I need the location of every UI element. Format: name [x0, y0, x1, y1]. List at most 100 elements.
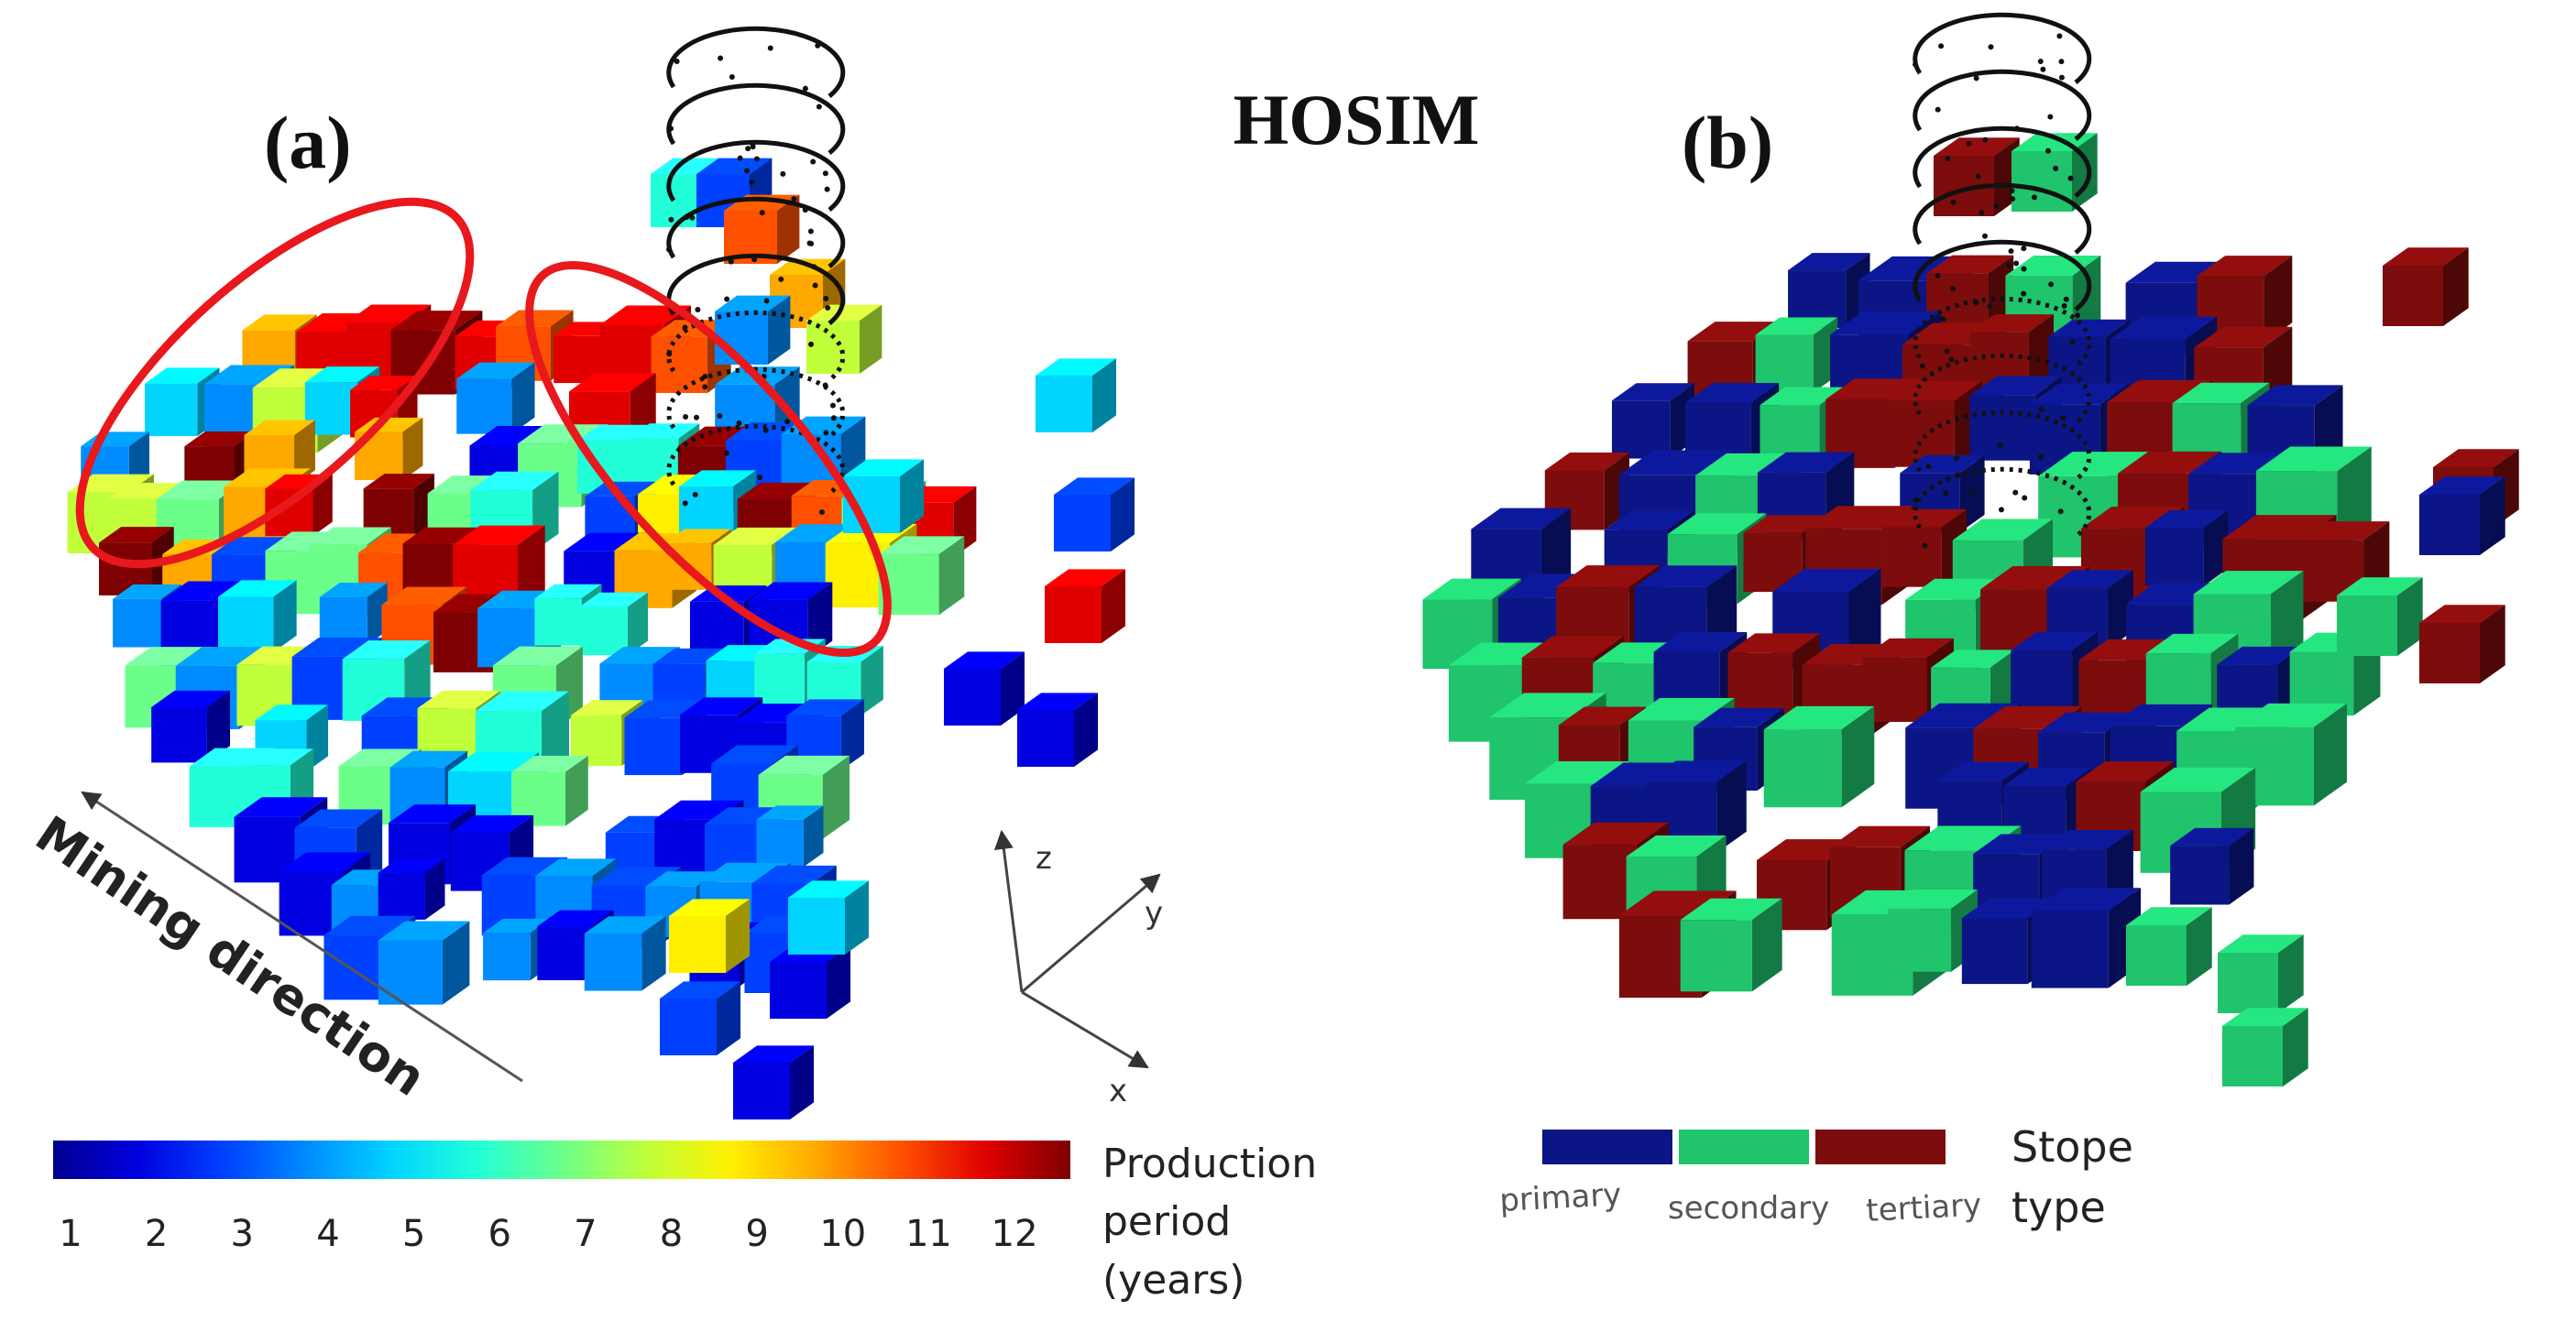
stope-block-98	[2031, 888, 2142, 988]
ramp-a-dot	[818, 508, 825, 515]
ramp-a-dot	[807, 228, 814, 235]
production-block-61	[319, 583, 388, 645]
stope-type-legend: primary secondary tertiary Stope type	[1498, 1122, 2133, 1232]
ramp-b-dot	[1973, 75, 1979, 82]
ramp-b-loop	[1913, 182, 2092, 255]
mining-direction-arrow	[81, 791, 523, 1083]
legend-label-tertiary: tertiary	[1865, 1186, 1982, 1229]
ramp-a-dot	[823, 430, 829, 436]
ramp-a-dot	[666, 246, 673, 253]
z-axis-line	[993, 829, 1024, 993]
ramp-a-dot	[682, 324, 688, 331]
production-block-119	[584, 916, 666, 991]
ramp-a-dot	[759, 210, 765, 216]
ramp-b-dot	[1988, 44, 1994, 50]
colorbar-tick-label: 7	[574, 1213, 597, 1255]
production-block-132	[843, 459, 925, 533]
ramp-a-dot	[825, 305, 831, 311]
ramp-b-dot	[2038, 406, 2044, 412]
production-block-123	[1054, 477, 1135, 551]
ramp-a-dot	[694, 414, 700, 420]
production-block-32	[265, 474, 333, 537]
ramp-a-dot	[736, 420, 742, 426]
ramp-b-dot	[2013, 260, 2020, 267]
ramp-a-loop	[666, 310, 846, 382]
ramp-b-dot	[2045, 147, 2052, 154]
panel-b: (b) primary secondary tertiary Stope typ…	[1422, 12, 2519, 1232]
legend-title-line-1: Stope	[2011, 1122, 2133, 1172]
z-axis-label: z	[1036, 840, 1052, 877]
ramp-a-dot	[724, 296, 730, 302]
ramp-b-loop	[1913, 409, 2092, 482]
ramp-b-dot	[2040, 66, 2046, 72]
production-block-108	[378, 858, 445, 920]
production-block-131	[788, 880, 870, 955]
ramp-b-dot	[2013, 126, 2020, 132]
ramp-a-dot	[830, 415, 837, 421]
ramp-a-dot	[824, 186, 830, 192]
ramp-a-dot	[784, 419, 791, 425]
stope-block-105	[2419, 605, 2505, 683]
production-block-138	[715, 295, 791, 365]
ramp-b-dot	[1950, 199, 1957, 205]
ramp-b-dot	[1944, 348, 1950, 355]
stope-block-77	[2235, 703, 2347, 806]
ramp-a-dot	[757, 474, 763, 480]
figure-title: HOSIM	[1233, 80, 1480, 159]
stope-block-60	[1862, 638, 1954, 723]
ramp-b-dot	[1935, 106, 1941, 113]
stope-block-107	[2222, 1008, 2308, 1086]
stope-block-41	[2144, 509, 2229, 586]
ramp-a-dot	[753, 156, 760, 162]
ramp-b-dot	[2074, 312, 2080, 319]
ramp-b-dot	[2061, 302, 2067, 309]
production-block-135	[724, 194, 800, 264]
x-axis-label: x	[1109, 1073, 1127, 1109]
ramp-b-dot	[2010, 196, 2016, 202]
ramp-a-dot	[750, 144, 756, 150]
ramp-b-dot	[1925, 463, 1932, 469]
ramp-a-loop	[666, 139, 846, 212]
ramp-b-dot	[2038, 453, 2044, 460]
stope-block-7	[1755, 317, 1838, 393]
highlight-ellipse-right	[525, 260, 892, 658]
ramp-a-dot	[729, 74, 735, 81]
legend-swatch-primary	[1542, 1130, 1672, 1164]
ramp-b-dot	[1998, 507, 2004, 513]
ramp-a-dot	[802, 85, 808, 92]
colorbar-title-line-1: Production	[1102, 1141, 1317, 1187]
ramp-a-dot	[668, 126, 674, 132]
production-block-66	[579, 592, 649, 656]
ramp-b-dot	[1993, 203, 2000, 210]
ramp-a-dot	[702, 374, 708, 380]
ramp-a-dot	[745, 146, 751, 152]
ramp-a-dot	[816, 104, 822, 110]
ramp-b-loop	[1913, 126, 2092, 198]
ramp-b-dot	[2069, 339, 2076, 345]
ramp-a-dot	[763, 298, 770, 304]
ramp-a-dot	[791, 195, 797, 202]
ramp-b-dot	[1935, 272, 1941, 278]
ramp-b-dot	[2060, 415, 2066, 421]
panel-a-blocks	[67, 158, 1135, 1119]
stope-block-100	[2011, 133, 2098, 212]
ramp-a-dot	[692, 492, 698, 498]
colorbar-tick-label: 3	[231, 1213, 254, 1255]
ramp-b-loop	[1913, 353, 2092, 425]
ramp-a-dot	[751, 257, 758, 263]
ramp-a-dot	[749, 180, 755, 186]
stope-block-53	[2193, 571, 2304, 671]
stope-block-14	[1611, 383, 1694, 459]
colorbar-title-line-2: period	[1102, 1198, 1231, 1245]
ramp-b-dot	[1945, 156, 1951, 162]
colorbar-ticks: 1 2 3 4 5 6 7 8 9 10 11 12	[59, 1213, 1037, 1255]
ramp-a-dot	[811, 264, 817, 270]
production-block-122	[1036, 358, 1117, 432]
ramp-b-dot	[1982, 136, 1989, 143]
production-block-124	[1045, 569, 1126, 643]
ramp-a-dot	[815, 42, 821, 49]
production-block-20	[355, 417, 423, 481]
ramp-b-dot	[1973, 300, 1979, 306]
ramp-b-dot	[2058, 59, 2065, 65]
